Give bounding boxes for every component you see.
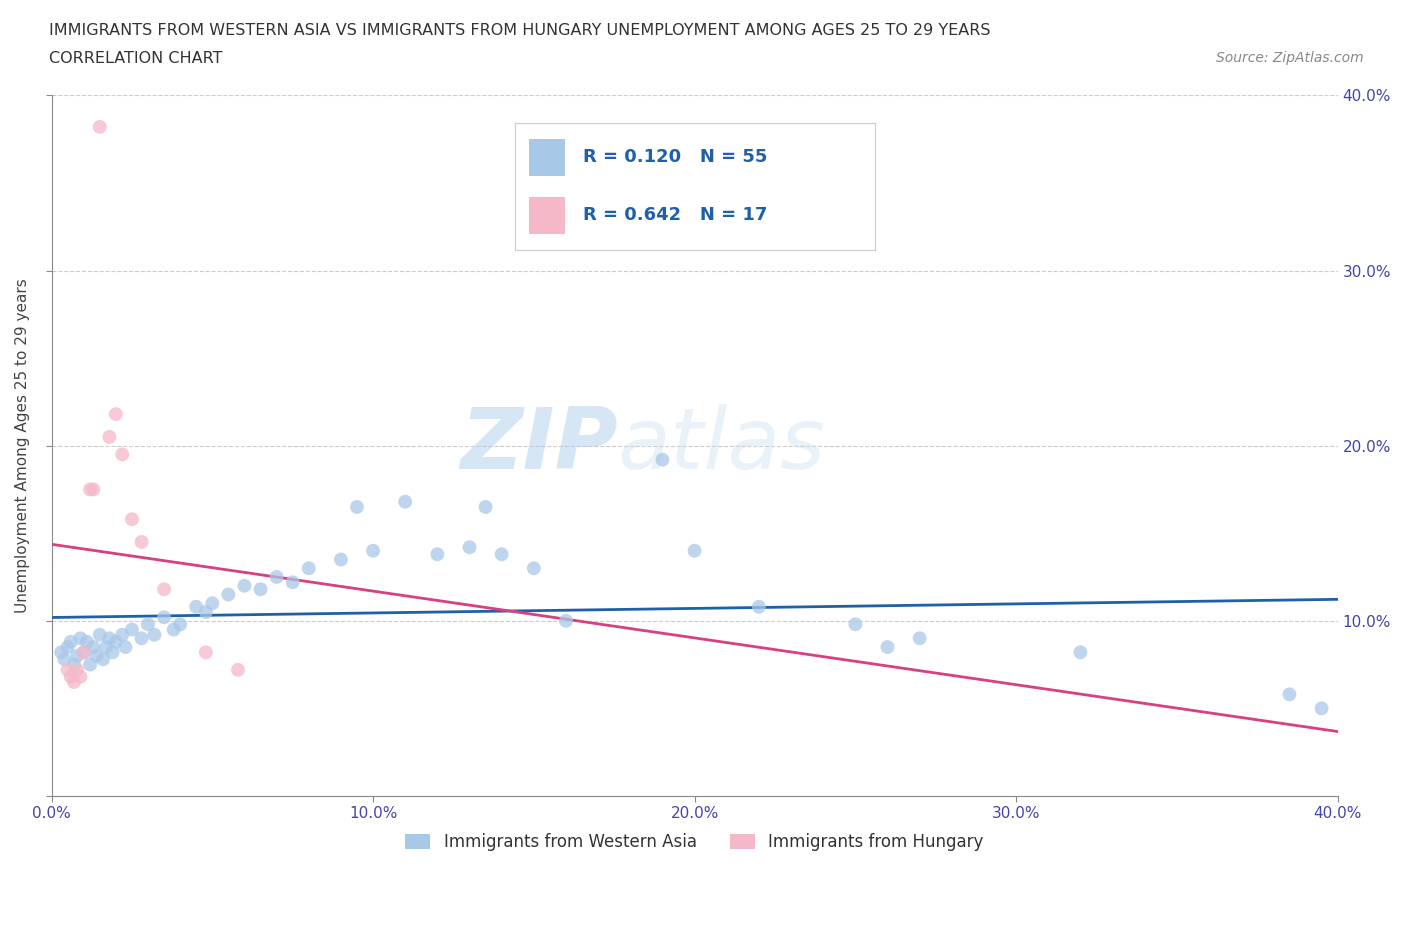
Point [69, 631, 91, 645]
Point [59, 670, 82, 684]
Point [281, 575, 304, 590]
Point [69, 670, 91, 684]
Point [59, 634, 82, 649]
Point [86, 648, 108, 663]
Point [98, 430, 121, 445]
Text: IMMIGRANTS FROM WESTERN ASIA VS IMMIGRANTS FROM HUNGARY UNEMPLOYMENT AMONG AGES : IMMIGRANTS FROM WESTERN ASIA VS IMMIGRAN… [49, 23, 991, 38]
Point [394, 494, 416, 509]
Point [346, 499, 368, 514]
Point [76, 634, 98, 649]
Point [298, 561, 321, 576]
Point [73, 644, 96, 659]
Point [121, 512, 143, 526]
Point [491, 547, 513, 562]
Point [249, 582, 271, 597]
Point [79, 482, 101, 497]
Point [748, 599, 770, 614]
Point [555, 614, 578, 629]
Point [79, 658, 101, 672]
Point [426, 547, 449, 562]
Point [153, 582, 176, 597]
Point [329, 552, 352, 567]
Point [908, 631, 931, 645]
Point [233, 578, 256, 593]
Point [169, 617, 191, 631]
Point [194, 644, 217, 659]
Point [458, 539, 481, 554]
Text: CORRELATION CHART: CORRELATION CHART [49, 51, 222, 66]
Point [53, 652, 76, 667]
Point [361, 543, 384, 558]
Point [266, 569, 288, 584]
Point [82, 482, 104, 497]
Legend: Immigrants from Western Asia, Immigrants from Hungary: Immigrants from Western Asia, Immigrants… [399, 827, 990, 857]
Point [104, 634, 127, 649]
Point [121, 622, 143, 637]
Point [66, 648, 89, 663]
Point [186, 599, 208, 614]
Text: Source: ZipAtlas.com: Source: ZipAtlas.com [1216, 51, 1364, 65]
Point [131, 631, 153, 645]
Point [111, 447, 134, 462]
Point [1069, 644, 1091, 659]
Point [163, 622, 186, 637]
Point [876, 640, 898, 655]
Point [63, 658, 86, 672]
Point [523, 561, 546, 576]
Text: atlas: atlas [617, 405, 825, 487]
Y-axis label: Unemployment Among Ages 25 to 29 years: Unemployment Among Ages 25 to 29 years [15, 278, 30, 613]
Point [66, 662, 89, 677]
Point [844, 617, 866, 631]
Point [82, 640, 104, 655]
Point [651, 452, 673, 467]
Point [217, 587, 239, 602]
Point [111, 628, 134, 643]
Point [474, 499, 496, 514]
Point [683, 543, 706, 558]
Point [91, 652, 114, 667]
Point [1278, 687, 1301, 702]
Point [131, 535, 153, 550]
Point [136, 617, 159, 631]
Point [63, 674, 86, 689]
Point [89, 119, 111, 134]
Point [194, 604, 217, 619]
Point [153, 610, 176, 625]
Point [73, 644, 96, 659]
Point [56, 640, 79, 655]
Point [51, 644, 73, 659]
Point [201, 596, 224, 611]
Point [226, 662, 249, 677]
Point [143, 628, 166, 643]
Point [98, 631, 121, 645]
Point [101, 644, 124, 659]
Point [114, 640, 136, 655]
Text: ZIP: ZIP [460, 405, 617, 487]
Point [89, 628, 111, 643]
Point [104, 406, 127, 421]
Point [1310, 701, 1333, 716]
Point [56, 662, 79, 677]
Point [96, 640, 118, 655]
